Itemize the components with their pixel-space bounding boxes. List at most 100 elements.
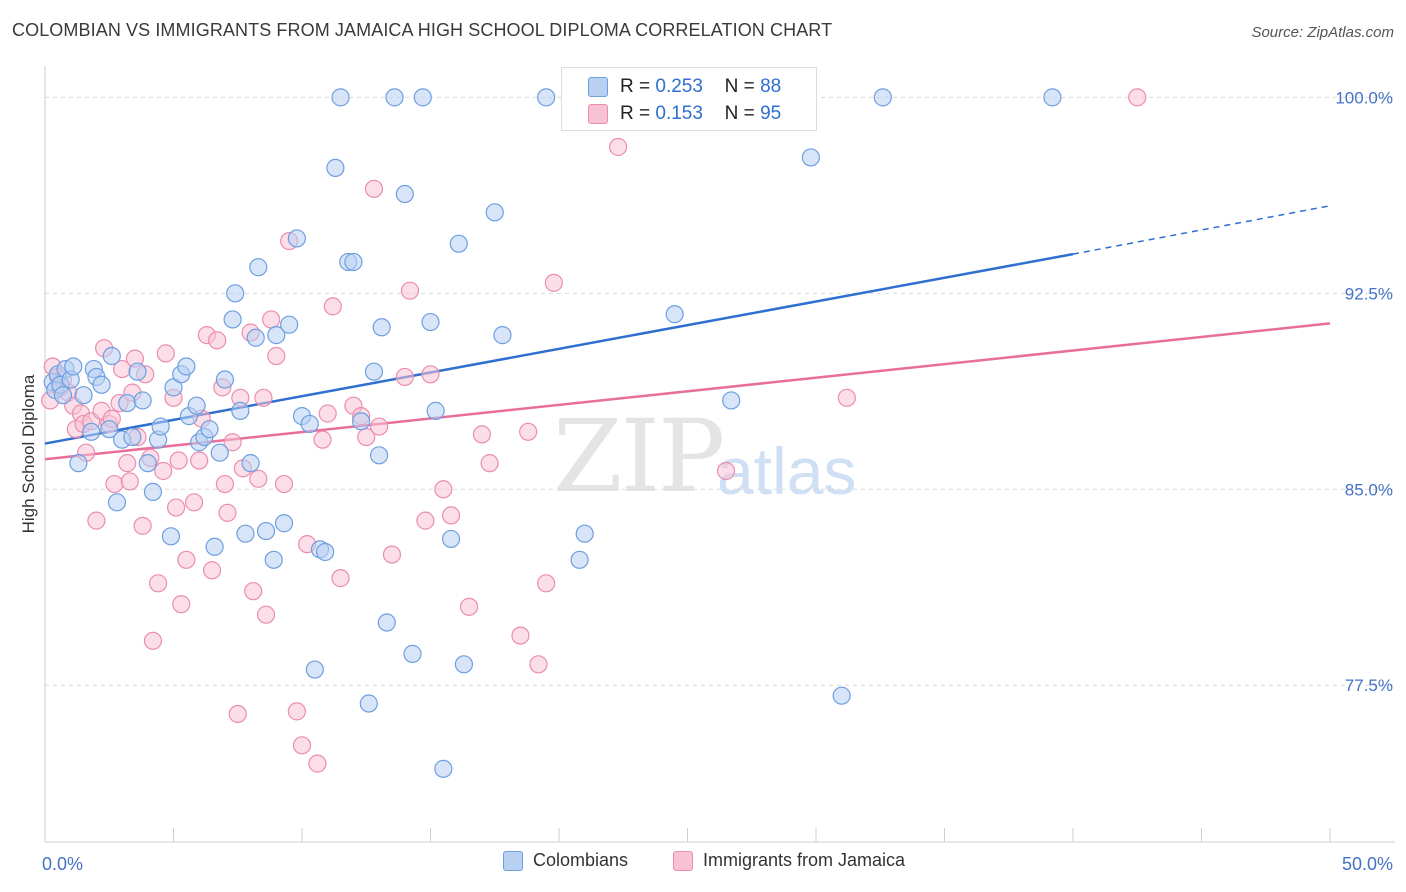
source-label: Source: ZipAtlas.com — [1251, 24, 1394, 41]
jamaica-point — [177, 550, 196, 569]
jamaica-point — [215, 474, 234, 494]
colombians-point — [123, 427, 142, 447]
legend-item-jamaica[interactable]: Immigrants from Jamaica — [673, 850, 905, 871]
colombians-point — [403, 644, 422, 663]
colombians-point — [873, 88, 892, 107]
colombians-point — [287, 229, 306, 248]
colombians-point — [1043, 88, 1062, 107]
colombians-point — [377, 613, 396, 632]
legend-row-jamaica: R = 0.153 N = 95 — [588, 101, 781, 127]
colombians-point — [53, 386, 73, 405]
colombians-point — [385, 88, 404, 107]
colombians-point — [151, 417, 170, 436]
colombians-point — [441, 529, 461, 549]
trend-lines — [44, 205, 1331, 461]
colombians-point — [331, 88, 350, 107]
jamaica-point — [716, 461, 736, 481]
chart-title: COLOMBIAN VS IMMIGRANTS FROM JAMAICA HIG… — [12, 20, 833, 40]
jamaica-swatch — [588, 104, 608, 124]
colombians-point — [267, 326, 286, 345]
colombians-point — [264, 550, 283, 569]
jamaica-point — [148, 574, 168, 593]
y-tick-label: 100.0% — [1335, 88, 1393, 107]
colombians-point — [722, 391, 741, 410]
jamaica-point — [184, 493, 204, 512]
jamaica-point — [292, 736, 312, 755]
colombians-point — [223, 310, 242, 329]
legend-label-jamaica: Immigrants from Jamaica — [703, 850, 906, 870]
colombians-point — [143, 482, 163, 501]
colombians-point — [236, 524, 255, 543]
jamaica-point — [244, 582, 263, 601]
colombians-point — [370, 446, 389, 465]
stats-legend: R = 0.253 N = 88 R = 0.153 N = 95 — [561, 67, 817, 131]
jamaica-point — [537, 574, 556, 593]
colombians-point — [493, 326, 512, 345]
jamaica-point — [837, 388, 856, 407]
jamaica-point — [544, 273, 563, 292]
colombians-point — [100, 420, 119, 439]
colombians-point — [665, 305, 684, 324]
legend-n-label: N = — [724, 103, 755, 124]
colombians-point — [280, 315, 299, 334]
colombians-point — [118, 393, 137, 413]
colombians-trend-line — [44, 252, 1074, 445]
colombians-point — [69, 454, 88, 473]
jamaica-point — [208, 331, 227, 350]
jamaica-point — [370, 417, 389, 436]
watermark-atlas: atlas — [717, 434, 857, 508]
jamaica-point — [459, 597, 479, 616]
jamaica-point — [156, 344, 175, 363]
jamaica-point — [511, 626, 530, 645]
jamaica-point — [287, 702, 306, 721]
colombians-point — [226, 284, 245, 303]
jamaica-point — [249, 469, 268, 488]
x-tick-label-max: 50.0% — [1342, 854, 1393, 874]
jamaica-point — [472, 425, 491, 444]
colombians-point — [359, 694, 378, 713]
colombians-point — [92, 375, 111, 394]
jamaica-point — [133, 516, 152, 535]
colombians-point — [205, 537, 224, 556]
jamaica-point — [120, 472, 139, 491]
jamaica-point — [382, 545, 402, 564]
jamaica-point — [274, 474, 294, 494]
legend-row-colombians: R = 0.253 N = 88 — [588, 74, 781, 100]
legend-n-value: 95 — [760, 103, 782, 124]
y-tick-label: 85.0% — [1345, 480, 1393, 499]
legend-r-value: 0.153 — [655, 103, 703, 124]
colombians-point — [316, 542, 335, 562]
jamaica-point — [609, 137, 628, 157]
colombians-point — [177, 357, 196, 376]
colombians-point — [102, 346, 121, 366]
colombians-point — [421, 312, 440, 332]
colombians-point — [413, 88, 432, 107]
series-legend: Colombians Immigrants from Jamaica — [0, 850, 1406, 880]
jamaica-point — [228, 704, 247, 724]
colombians-point — [74, 386, 93, 405]
colombians-point — [801, 148, 820, 167]
colombians-point — [82, 422, 101, 441]
jamaica-point — [331, 569, 350, 588]
jamaica-point — [166, 498, 186, 517]
colombians-legend-swatch — [503, 850, 523, 871]
colombians-point — [326, 158, 345, 177]
legend-item-colombians[interactable]: Colombians — [503, 850, 628, 871]
y-tick-label: 92.5% — [1345, 284, 1393, 303]
jamaica-point — [256, 605, 276, 624]
legend-r-label: R = — [620, 76, 651, 97]
jamaica-point — [218, 503, 237, 522]
watermark-zip: ZIP — [553, 398, 725, 515]
colombians-point — [241, 454, 260, 473]
jamaica-point — [441, 506, 461, 525]
colombians-point — [133, 391, 152, 410]
jamaica-point — [87, 511, 106, 530]
jamaica-trend-line — [44, 322, 1331, 461]
jamaica-point — [421, 365, 440, 384]
colombians-point — [449, 234, 468, 253]
colombians-trend-extension — [1072, 205, 1331, 255]
jamaica-point — [190, 451, 209, 470]
colombians-point — [231, 401, 250, 420]
colombians-point — [352, 412, 371, 431]
